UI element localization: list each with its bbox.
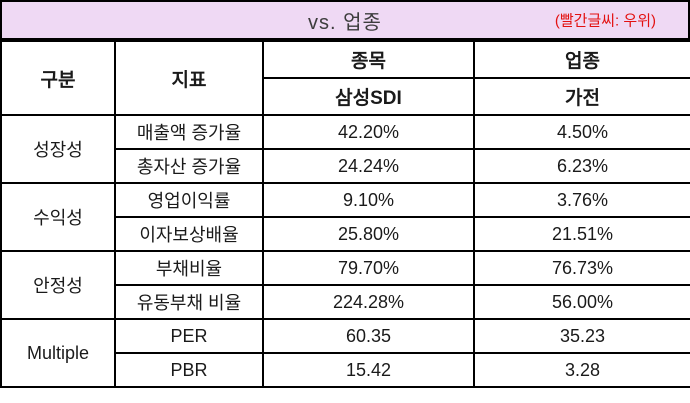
stock-value: 79.70%	[262, 250, 475, 286]
group-label-profitability: 수익성	[0, 182, 116, 252]
col-header-industry-name: 가전	[473, 77, 690, 116]
legend-note: (빨간글씨: 우위)	[554, 12, 656, 30]
metric-label: PBR	[114, 352, 264, 388]
industry-value: 3.76%	[473, 182, 690, 218]
metric-label: 총자산 증가율	[114, 148, 264, 184]
col-header-industry: 업종	[473, 40, 690, 79]
table-row: 총자산 증가율 24.24% 6.23%	[1, 148, 690, 184]
page-title: vs. 업종	[308, 11, 382, 34]
industry-value: 76.73%	[473, 250, 690, 286]
table-row: 안정성 부채비율 79.70% 76.73%	[0, 250, 690, 320]
metric-label: 영업이익률	[114, 182, 264, 218]
metric-label: 이자보상배율	[114, 216, 264, 252]
table-row: 성장성 매출액 증가율 42.20% 4.50%	[0, 114, 690, 184]
group-label-multiple: Multiple	[0, 318, 116, 388]
industry-value: 4.50%	[473, 114, 690, 150]
metric-label: 유동부채 비율	[114, 284, 264, 320]
stock-value: 42.20%	[262, 114, 475, 150]
industry-value: 3.28	[473, 352, 690, 388]
col-header-stock-name: 삼성SDI	[262, 77, 475, 116]
comparison-table: 구분 지표 종목 업종 삼성SDI 가전 성장성 매출액 증가율 42.20% …	[0, 40, 690, 388]
col-header-group: 구분	[0, 40, 116, 116]
industry-value: 56.00%	[473, 284, 690, 320]
table-header-row-1: 구분 지표 종목 업종	[0, 40, 690, 116]
stock-value: 15.42	[262, 352, 475, 388]
stock-value: 25.80%	[262, 216, 475, 252]
industry-value: 6.23%	[473, 148, 690, 184]
col-header-stock: 종목	[262, 40, 475, 79]
industry-value: 21.51%	[473, 216, 690, 252]
table-row: 유동부채 비율 224.28% 56.00%	[1, 284, 690, 320]
stock-value: 224.28%	[262, 284, 475, 320]
group-label-growth: 성장성	[0, 114, 116, 184]
stock-value: 24.24%	[262, 148, 475, 184]
metric-label: 매출액 증가율	[114, 114, 264, 150]
table-row: 수익성 영업이익률 9.10% 3.76%	[0, 182, 690, 252]
title-bar: vs. 업종 (빨간글씨: 우위)	[0, 0, 690, 40]
metric-label: PER	[114, 318, 264, 354]
col-header-metric: 지표	[114, 40, 264, 116]
stock-value: 9.10%	[262, 182, 475, 218]
group-label-stability: 안정성	[0, 250, 116, 320]
table-row: PBR 15.42 3.28	[1, 352, 690, 388]
stock-value: 60.35	[262, 318, 475, 354]
metric-label: 부채비율	[114, 250, 264, 286]
industry-value: 35.23	[473, 318, 690, 354]
table-row: 이자보상배율 25.80% 21.51%	[1, 216, 690, 252]
table-row: Multiple PER 60.35 35.23	[0, 318, 690, 388]
